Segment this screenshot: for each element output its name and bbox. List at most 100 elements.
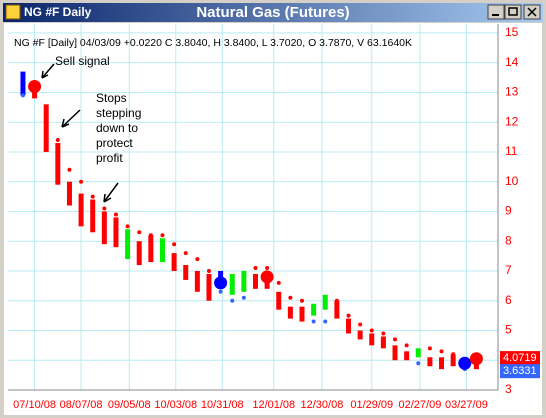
title-bar: [3, 3, 543, 22]
stop-dot: [416, 361, 421, 366]
x-tick-label: 01/29/09: [350, 399, 393, 411]
stop-dot: [90, 194, 95, 199]
price-bar: [194, 270, 200, 292]
y-tick-label: 8: [505, 233, 512, 247]
price-bar: [101, 211, 107, 245]
price-bar: [357, 330, 363, 340]
price-bar: [159, 238, 165, 263]
price-marker: [500, 364, 540, 379]
signal: [260, 270, 274, 284]
stop-dot: [172, 242, 177, 247]
close-glyph: [527, 7, 537, 17]
stop-dot: [311, 319, 316, 324]
x-tick-label: 03/27/09: [445, 399, 488, 411]
chart-title: Natural Gas (Futures): [196, 4, 349, 21]
price-bar: [183, 265, 189, 280]
x-tick-label: 12/30/08: [301, 399, 344, 411]
price-bar: [287, 306, 293, 319]
price-bar: [66, 181, 72, 206]
signal: [458, 356, 472, 370]
stop-dot: [288, 295, 293, 300]
x-tick-label: 10/31/08: [201, 399, 244, 411]
stop-dot: [195, 257, 200, 262]
window-buttons: [487, 4, 541, 20]
x-tick-label: 09/05/08: [108, 399, 151, 411]
stop-dot: [358, 322, 363, 327]
x-tick-label: 07/10/08: [13, 399, 56, 411]
y-tick-label: 14: [505, 55, 519, 69]
info-line: NG #F [Daily] 04/03/09 +0.0220 C 3.8040,…: [14, 37, 412, 49]
y-tick-label: 9: [505, 204, 512, 218]
annotation: Sell signal: [55, 54, 110, 68]
stop-dot: [79, 179, 84, 184]
y-tick-label: 3: [505, 382, 512, 396]
annotation: profit: [96, 151, 123, 165]
price-bar: [55, 143, 61, 185]
arrow: [41, 63, 55, 79]
arrow: [61, 109, 81, 128]
price-bar: [78, 193, 84, 227]
price-bar: [415, 348, 421, 358]
y-tick-label: 11: [505, 144, 518, 158]
stop-dot: [67, 167, 72, 172]
signal: [28, 79, 42, 93]
y-tick-label: 10: [505, 174, 519, 188]
stop-dot: [102, 206, 107, 211]
plot: [20, 71, 483, 372]
price-bar: [125, 229, 131, 260]
price-bar: [241, 270, 247, 292]
stop-dot: [160, 233, 165, 238]
price-marker: [500, 351, 540, 366]
price-bar: [311, 303, 317, 316]
price-bar: [276, 291, 282, 310]
price-bar: [171, 253, 177, 271]
arrow: [103, 182, 119, 203]
stop-dot: [439, 349, 444, 354]
stop-dot: [241, 295, 246, 300]
stop-dot: [183, 251, 188, 256]
price-bar: [322, 294, 328, 310]
stop-dot: [265, 266, 270, 270]
stop-dot: [451, 352, 456, 357]
price-bar: [252, 273, 258, 289]
stop-dot: [20, 93, 25, 98]
window-title: NG #F Daily: [24, 5, 92, 19]
price-bar: [20, 71, 26, 96]
annotation: stepping: [96, 106, 141, 120]
annotation: protect: [96, 136, 133, 150]
x-tick-label: 12/01/08: [252, 399, 295, 411]
price-bar: [450, 354, 456, 367]
chart-area: [4, 23, 542, 415]
stop-dot: [323, 319, 328, 324]
price-bar: [392, 345, 398, 361]
price-bar: [439, 357, 445, 370]
price-bar: [136, 241, 142, 266]
stop-dot: [218, 289, 223, 294]
minimize-button[interactable]: [487, 4, 505, 20]
stop-dot: [125, 224, 130, 229]
window-icon: [5, 4, 21, 20]
price-bar: [380, 336, 386, 349]
stop-dot: [300, 298, 304, 303]
maximize-glyph: [508, 7, 518, 16]
x-tick-label: 10/03/08: [154, 399, 197, 411]
y-tick-label: 12: [505, 114, 519, 128]
stop-dot: [148, 233, 153, 238]
signal: [214, 276, 228, 290]
maximize-button[interactable]: [504, 4, 522, 20]
y-tick-label: 6: [505, 293, 512, 307]
stop-dot: [369, 328, 374, 333]
price-bar: [427, 357, 433, 367]
price-bar: [369, 333, 375, 346]
y-tick-label: 15: [505, 25, 519, 39]
price-bar: [43, 104, 49, 152]
x-tick-label: 02/27/09: [399, 399, 442, 411]
price-marker-label: 4.0719: [503, 352, 537, 364]
price-bar: [229, 273, 235, 295]
x-tick-label: 08/07/08: [60, 399, 103, 411]
annotation: Stops: [96, 91, 127, 105]
stop-dot: [427, 346, 432, 351]
annotations: Sell signal Stops stepping down to prote…: [41, 54, 141, 203]
stop-dot: [276, 280, 281, 285]
